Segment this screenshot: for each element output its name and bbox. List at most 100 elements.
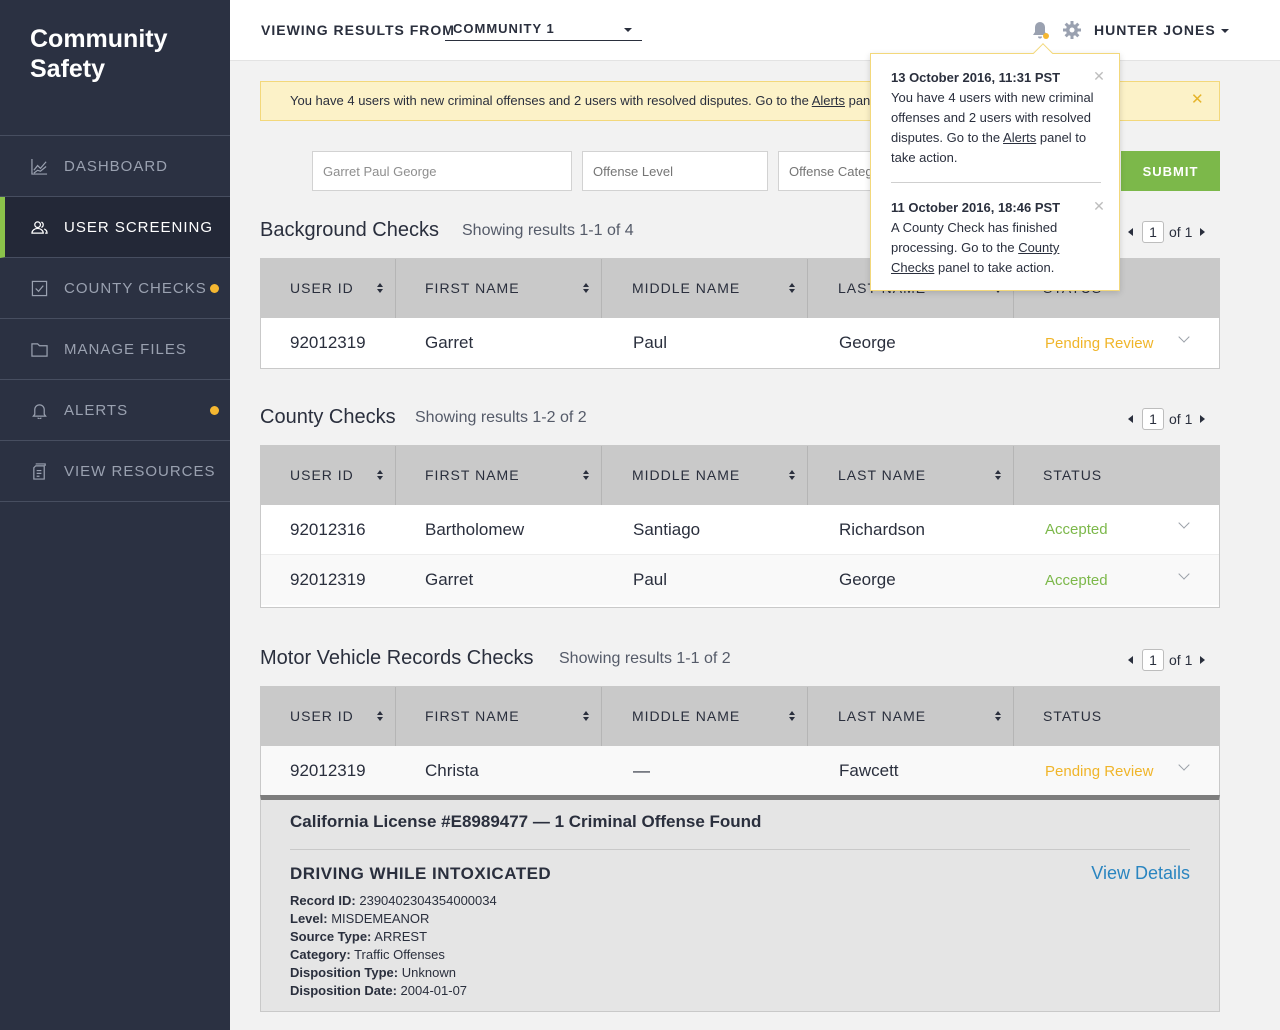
page-number-input[interactable]: 1 xyxy=(1142,408,1164,430)
cell-last-name: George xyxy=(839,333,896,352)
sidebar-item-view-resources[interactable]: VIEW RESOURCES xyxy=(0,441,230,502)
divider xyxy=(290,849,1190,850)
alerts-link[interactable]: Alerts xyxy=(1003,130,1037,145)
col-middle-name[interactable]: MIDDLE NAME xyxy=(602,687,808,746)
sort-icon[interactable] xyxy=(377,283,385,295)
chevron-down-icon[interactable] xyxy=(1178,330,1190,343)
background-checks-count: Showing results 1-1 of 4 xyxy=(462,222,634,239)
background-checks-title: Background Checks xyxy=(260,219,439,241)
sort-icon[interactable] xyxy=(583,283,591,295)
sort-icon[interactable] xyxy=(995,470,1003,482)
next-page-icon[interactable] xyxy=(1200,415,1206,423)
sidebar-item-alerts[interactable]: ALERTS xyxy=(0,380,230,441)
sidebar-item-county-checks[interactable]: COUNTY CHECKS xyxy=(0,258,230,319)
sort-icon[interactable] xyxy=(377,711,385,723)
close-icon[interactable]: ✕ xyxy=(1093,198,1105,214)
top-header: VIEWING RESULTS FROM COMMUNITY 1 HUNTER … xyxy=(230,0,1280,61)
divider xyxy=(891,182,1101,183)
table-row[interactable]: 92012319 Garret Paul George Accepted xyxy=(261,555,1219,605)
col-first-name[interactable]: FIRST NAME xyxy=(396,687,602,746)
col-last-name[interactable]: LAST NAME xyxy=(808,687,1014,746)
user-menu[interactable]: HUNTER JONES xyxy=(1094,22,1229,38)
field-record-id: Record ID: 2390402304354000034 xyxy=(290,892,497,910)
notification-text: You have 4 users with new criminal offen… xyxy=(891,90,1094,145)
col-user-id[interactable]: USER ID xyxy=(261,687,396,746)
county-checks-link[interactable]: County Checks xyxy=(891,240,1060,275)
table-row[interactable]: 92012319 Christa — Fawcett Pending Revie… xyxy=(261,746,1219,796)
prev-page-icon[interactable] xyxy=(1128,415,1133,423)
chevron-down-icon[interactable] xyxy=(1178,567,1190,580)
col-last-name[interactable]: LAST NAME xyxy=(808,446,1014,505)
next-page-icon[interactable] xyxy=(1200,228,1206,236)
field-value: 2004-01-07 xyxy=(400,983,468,998)
col-middle-name[interactable]: MIDDLE NAME xyxy=(602,446,808,505)
cell-middle-name: Paul xyxy=(633,333,668,352)
field-value: Traffic Offenses xyxy=(354,947,445,962)
sidebar-item-label: VIEW RESOURCES xyxy=(64,462,216,480)
col-label: FIRST NAME xyxy=(425,467,520,483)
offense-level-input[interactable] xyxy=(582,151,768,191)
settings-gear-icon[interactable] xyxy=(1062,20,1082,40)
prev-page-icon[interactable] xyxy=(1128,656,1133,664)
cell-user-id: 92012316 xyxy=(290,519,366,539)
sidebar-item-manage-files[interactable]: MANAGE FILES xyxy=(0,319,230,380)
col-label: LAST NAME xyxy=(838,708,927,724)
name-search-input[interactable] xyxy=(312,151,572,191)
cell-status: Pending Review xyxy=(1015,758,1219,780)
notification-text: A County Check has finished processing. … xyxy=(891,220,1058,255)
close-icon[interactable]: ✕ xyxy=(1191,91,1204,108)
close-icon[interactable]: ✕ xyxy=(1093,68,1105,84)
sort-icon[interactable] xyxy=(789,711,797,723)
notification-text: panel to take action. xyxy=(891,130,1087,165)
notification-timestamp: 11 October 2016, 18:46 PST xyxy=(891,200,1061,215)
user-name: HUNTER JONES xyxy=(1094,22,1216,38)
notification-dot xyxy=(1043,33,1049,39)
cell-middle-name: Santiago xyxy=(633,519,701,539)
col-middle-name[interactable]: MIDDLE NAME xyxy=(602,259,808,318)
col-label: MIDDLE NAME xyxy=(632,708,741,724)
sort-icon[interactable] xyxy=(583,711,591,723)
cell-middle-name: Paul xyxy=(633,570,668,589)
page-number-input[interactable]: 1 xyxy=(1142,649,1164,671)
sort-icon[interactable] xyxy=(377,470,385,482)
sort-icon[interactable] xyxy=(995,711,1003,723)
offense-fields: Record ID: 2390402304354000034 Level: MI… xyxy=(290,892,497,1000)
users-icon xyxy=(30,218,48,236)
col-first-name[interactable]: FIRST NAME xyxy=(396,446,602,505)
chevron-down-icon[interactable] xyxy=(1178,517,1190,529)
prev-page-icon[interactable] xyxy=(1128,228,1133,236)
cell-last-name: Richardson xyxy=(839,519,925,539)
field-label: Source Type: xyxy=(290,929,372,944)
brand-logo[interactable]: Community Safety xyxy=(30,24,210,84)
field-label: Record ID: xyxy=(290,893,356,908)
sidebar-item-dashboard[interactable]: DASHBOARD xyxy=(0,136,230,197)
notifications-bell-icon[interactable] xyxy=(1031,20,1049,40)
community-select[interactable]: COMMUNITY 1 xyxy=(445,21,642,41)
sort-icon[interactable] xyxy=(583,470,591,482)
sidebar-item-label: USER SCREENING xyxy=(64,218,214,236)
col-user-id[interactable]: USER ID xyxy=(261,259,396,318)
county-checks-pager: 1 of 1 xyxy=(1128,408,1206,430)
sort-icon[interactable] xyxy=(789,470,797,482)
sidebar-item-label: DASHBOARD xyxy=(64,157,169,175)
sidebar-item-user-screening[interactable]: USER SCREENING xyxy=(0,197,230,258)
sort-icon[interactable] xyxy=(789,283,797,295)
col-user-id[interactable]: USER ID xyxy=(261,446,396,505)
col-status: STATUS xyxy=(1014,687,1219,746)
col-first-name[interactable]: FIRST NAME xyxy=(396,259,602,318)
checkbox-icon xyxy=(30,279,48,297)
cell-first-name: Christa xyxy=(425,761,479,780)
status-badge: Pending Review xyxy=(1045,762,1154,780)
submit-button[interactable]: SUBMIT xyxy=(1121,151,1220,191)
county-checks-title: County Checks xyxy=(260,406,396,428)
table-row[interactable]: 92012319 Garret Paul George Pending Revi… xyxy=(261,318,1219,368)
table-row[interactable]: 92012316 Bartholomew Santiago Richardson… xyxy=(261,505,1219,555)
col-label: USER ID xyxy=(290,280,354,296)
page-number-input[interactable]: 1 xyxy=(1142,221,1164,243)
next-page-icon[interactable] xyxy=(1200,656,1206,664)
status-badge: Accepted xyxy=(1045,571,1108,589)
col-label: FIRST NAME xyxy=(425,708,520,724)
chevron-down-icon[interactable] xyxy=(1178,758,1190,771)
banner-alerts-link[interactable]: Alerts xyxy=(811,93,845,108)
view-details-link[interactable]: View Details xyxy=(1091,863,1190,883)
